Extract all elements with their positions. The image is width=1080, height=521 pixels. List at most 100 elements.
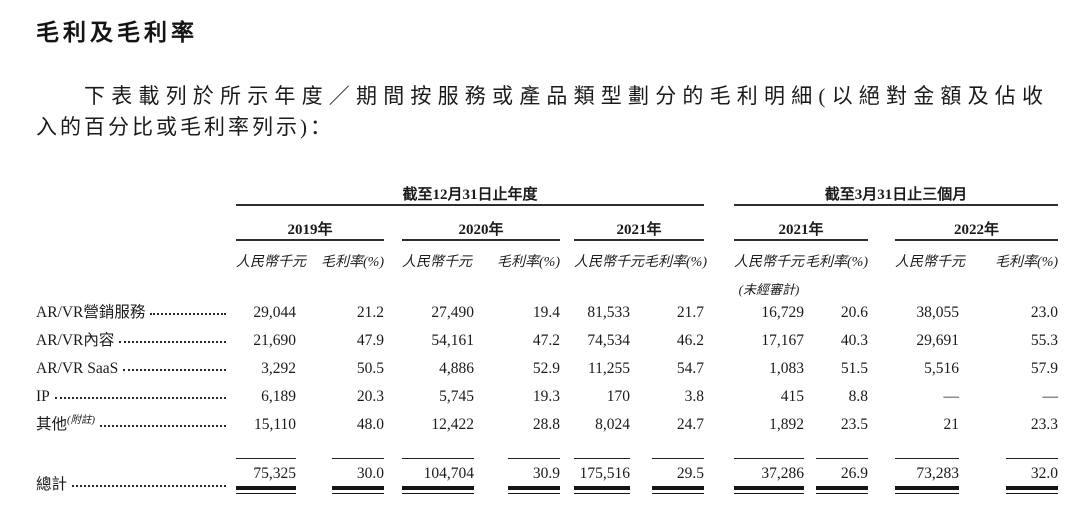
total-value: 26.9	[840, 465, 869, 482]
cell-value: 55.3	[1030, 332, 1059, 349]
cell-value: 23.5	[840, 416, 869, 433]
cell-value: 47.2	[532, 332, 560, 349]
cell-value: 20.3	[356, 388, 384, 405]
total-value: 75,325	[253, 465, 296, 482]
row-label: AR/VR SaaS	[36, 360, 119, 377]
cell-value: 40.3	[840, 332, 869, 349]
cell-value: 17,167	[761, 332, 805, 349]
column-header-row: 人民幣千元 毛利率(%) 人民幣千元 毛利率(%) 人民幣千元 毛利率(%) 人民幣千…	[36, 240, 1058, 273]
total-label: 總計	[36, 476, 68, 493]
dot-leader	[150, 313, 226, 315]
cell-value: 1,083	[769, 360, 805, 377]
table-row-other: 其他(附註) 15,110 48.0 12,422 28.8 8,024 24.…	[36, 410, 1058, 438]
cell-value: 52.9	[532, 360, 560, 377]
cell-value: 27,490	[431, 304, 474, 321]
cell-value: 74,534	[587, 332, 630, 349]
cell-value: 23.0	[1030, 304, 1059, 321]
cell-value: 47.9	[356, 332, 384, 349]
table-row-ip: IP 6,189 20.3 5,745 19.3 170 3.8 415 8.8…	[36, 382, 1058, 410]
row-label: 其他(附註)	[36, 415, 96, 433]
double-rule	[236, 486, 296, 494]
cell-value: 54.7	[676, 360, 705, 377]
year-header-2021: 2021年	[574, 205, 705, 241]
table-row-arvr-marketing: AR/VR營銷服務 29,044 21.2 27,490 19.4 81,533…	[36, 298, 1058, 326]
double-rule	[332, 486, 384, 494]
total-value: 30.9	[532, 465, 560, 482]
year-header-2021-q1: 2021年	[734, 205, 869, 241]
unaudited-note-row: (未經審計)	[36, 273, 1058, 298]
cell-value: 5,516	[924, 360, 960, 377]
year-header-2019: 2019年	[236, 205, 384, 241]
cell-value: 29,691	[916, 332, 960, 349]
double-rule	[402, 486, 474, 494]
row-label: AR/VR營銷服務	[36, 304, 146, 321]
cell-value: 24.7	[676, 416, 705, 433]
cell-value: 51.5	[840, 360, 869, 377]
total-value: 37,286	[761, 465, 805, 482]
double-rule	[816, 486, 869, 494]
cell-value: 5,745	[439, 388, 474, 405]
dot-leader	[123, 369, 226, 371]
gross-profit-table: 截至12月31日止年度 截至3月31日止三個月 2019年 2020年 2021…	[36, 174, 1059, 494]
year-header-2020: 2020年	[402, 205, 560, 241]
rate-column-header: 毛利率(%)	[321, 255, 384, 270]
unaudited-note: (未經審計)	[738, 282, 800, 297]
rate-column-header: 毛利率(%)	[644, 255, 707, 270]
year-header-2022-q1: 2022年	[895, 205, 1059, 241]
cell-value: —	[1042, 388, 1059, 405]
cell-value: 8,024	[595, 416, 630, 433]
amount-column-header: 人民幣千元	[402, 255, 472, 270]
cell-value: 3,292	[261, 360, 296, 377]
double-rule	[508, 486, 560, 494]
dot-leader	[100, 425, 226, 427]
paragraph-line-1: 下表載列於所示年度／期間按服務或產品類型劃分的毛利明細(以絕對金額及佔收	[84, 84, 1048, 108]
period-group-row: 截至12月31日止年度 截至3月31日止三個月	[36, 174, 1059, 206]
total-value: 175,516	[579, 465, 630, 482]
year-header-row: 2019年 2020年 2021年 2021年 2022年	[36, 205, 1059, 241]
cell-value: 23.3	[1030, 416, 1059, 433]
cell-value: 20.6	[840, 304, 869, 321]
amount-column-header: 人民幣千元	[236, 255, 306, 270]
cell-value: 4,886	[439, 360, 474, 377]
cell-value: 3.8	[684, 388, 705, 405]
cell-value: 29,044	[253, 304, 296, 321]
table-row-arvr-saas: AR/VR SaaS 3,292 50.5 4,886 52.9 11,255 …	[36, 354, 1058, 382]
amount-column-header: 人民幣千元	[734, 255, 805, 270]
total-value: 104,704	[423, 465, 474, 482]
cell-value: —	[943, 388, 960, 405]
period-group-header-quarter: 截至3月31日止三個月	[734, 174, 1059, 206]
rate-column-header: 毛利率(%)	[497, 255, 560, 270]
dot-leader	[72, 485, 226, 487]
cell-value: 21	[943, 416, 960, 433]
amount-column-header: 人民幣千元	[574, 255, 644, 270]
dot-leader	[54, 397, 226, 399]
cell-value: 16,729	[761, 304, 805, 321]
cell-value: 1,892	[769, 416, 805, 433]
page-title: 毛利及毛利率	[36, 20, 198, 45]
intro-paragraph: 下表載列於所示年度／期間按服務或產品類型劃分的毛利明細(以絕對金額及佔收 入的百…	[36, 81, 1048, 143]
cell-value: 28.8	[532, 416, 560, 433]
cell-value: 50.5	[356, 360, 384, 377]
double-rule	[734, 486, 805, 494]
cell-value: 170	[606, 388, 630, 405]
dot-leader	[119, 341, 226, 343]
rate-column-header: 毛利率(%)	[995, 255, 1059, 270]
cell-value: 21.2	[356, 304, 384, 321]
total-value: 73,283	[916, 465, 960, 482]
cell-value: 6,189	[261, 388, 296, 405]
cell-value: 11,255	[587, 360, 630, 377]
cell-value: 38,055	[916, 304, 960, 321]
period-group-header-annual: 截至12月31日止年度	[236, 174, 705, 206]
cell-value: 46.2	[676, 332, 705, 349]
table-row-total: 總計 75,325 30.0 104,704 30.9 175,516 29.5…	[36, 438, 1059, 494]
cell-value: 12,422	[431, 416, 474, 433]
total-value: 30.0	[356, 465, 384, 482]
double-rule	[1006, 486, 1059, 494]
row-label: AR/VR內容	[36, 332, 115, 349]
double-rule	[895, 486, 960, 494]
paragraph-line-2: 入的百分比或毛利率列示)：	[36, 115, 334, 139]
cell-value: 48.0	[356, 416, 384, 433]
rate-column-header: 毛利率(%)	[805, 255, 869, 270]
table-row-arvr-content: AR/VR內容 21,690 47.9 54,161 47.2 74,534 4…	[36, 326, 1058, 354]
